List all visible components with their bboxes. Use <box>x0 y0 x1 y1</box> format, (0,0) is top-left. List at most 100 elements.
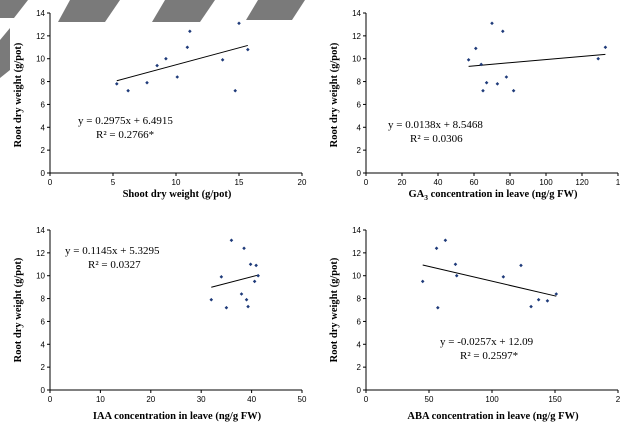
y-axis-label-text: Root dry weight (g/pot) <box>329 257 340 362</box>
data-point <box>529 304 533 309</box>
r-squared: R² = 0.0306 <box>410 133 463 145</box>
panel-shoot-dry-weight: Root dry weight (g/pot) 0 2 4 6 8 10 12 … <box>13 9 307 200</box>
y-tick-label: 14 <box>352 226 361 235</box>
data-point <box>256 273 260 278</box>
y-axis-label-text: Root dry weight (g/pot) <box>13 42 24 147</box>
data-point <box>248 262 253 267</box>
y-tick-label: 2 <box>41 363 46 372</box>
data-point <box>545 299 550 303</box>
y-tick-label: 0 <box>41 169 46 178</box>
y-tick-label: 4 <box>41 123 46 132</box>
data-point <box>519 263 523 268</box>
x-tick-label: 80 <box>506 178 515 187</box>
data-point <box>229 238 234 243</box>
x-tick-labels: 0 50 100 150 2 <box>364 395 621 404</box>
data-point <box>188 29 192 34</box>
y-tick-label: 2 <box>357 363 362 372</box>
y-tick-label: 0 <box>41 386 46 395</box>
data-point <box>233 88 238 93</box>
y-tick-label: 6 <box>41 100 46 109</box>
data-point <box>220 58 225 62</box>
y-tick-label: 4 <box>41 340 46 349</box>
data-point <box>501 29 505 34</box>
data-point <box>495 82 500 86</box>
data-point <box>481 88 485 93</box>
x-tick-label: 40 <box>434 178 443 187</box>
y-tick-labels: 0 2 4 6 8 10 12 14 <box>36 9 45 178</box>
data-point <box>603 45 608 50</box>
x-tick-label: 0 <box>364 178 369 187</box>
data-point <box>420 279 425 284</box>
panel-ga3-concentration: Root dry weight (g/pot) 0 2 4 6 8 10 12 … <box>329 9 621 202</box>
y-axis-label-text: Root dry weight (g/pot) <box>13 257 24 362</box>
data-point <box>242 246 246 251</box>
data-point <box>434 246 439 251</box>
data-point <box>596 56 600 61</box>
y-tick-label: 6 <box>41 317 46 326</box>
regression-equation: y = 0.0138x + 8.5468 <box>388 119 483 131</box>
x-tick-label: 50 <box>425 395 434 404</box>
data-point <box>175 75 180 79</box>
data-point <box>254 263 258 268</box>
y-tick-label: 6 <box>357 317 362 326</box>
y-tick-label: 10 <box>352 272 361 281</box>
data-point <box>219 275 224 279</box>
y-tick-label: 8 <box>357 295 362 304</box>
y-tick-labels: 0 2 4 6 8 10 12 14 <box>36 226 45 395</box>
x-tick-label: 100 <box>539 178 553 187</box>
x-axis-label: IAA concentration in leave (ng/g FW) <box>93 411 262 422</box>
y-axis-label: Root dry weight (g/pot) <box>329 257 340 362</box>
x-tick-labels: 0 20 40 60 80 100 120 1 <box>364 178 621 187</box>
data-point <box>504 75 509 79</box>
panel-aba-concentration: Root dry weight (g/pot) 0 2 4 6 8 10 12 … <box>329 226 621 422</box>
y-axis-label: Root dry weight (g/pot) <box>13 257 24 362</box>
y-tick-label: 2 <box>41 146 46 155</box>
r-squared: R² = 0.2766* <box>96 129 154 141</box>
x-axis-label: Shoot dry weight (g/pot) <box>123 189 232 200</box>
data-point <box>466 58 471 62</box>
data-point <box>474 46 478 51</box>
x-tick-label: 2 <box>616 395 621 404</box>
r-squared: R² = 0.0327 <box>88 259 141 271</box>
x-tick-label: 20 <box>298 178 307 187</box>
y-tick-label: 12 <box>36 249 45 258</box>
data-point <box>164 56 168 61</box>
x-tick-label: 100 <box>485 395 499 404</box>
data-point <box>185 45 190 50</box>
y-axis-label-text: Root dry weight (g/pot) <box>329 42 340 147</box>
data-point <box>490 21 494 26</box>
x-tick-labels: 0 5 10 15 20 <box>48 178 307 187</box>
x-tick-label: 50 <box>298 395 307 404</box>
data-point <box>252 279 257 284</box>
data-point <box>536 297 541 302</box>
trend-line <box>211 274 259 288</box>
data-point <box>246 47 250 52</box>
x-tick-label: 1 <box>616 178 621 187</box>
y-tick-label: 10 <box>36 272 45 281</box>
y-tick-labels: 0 2 4 6 8 10 12 14 <box>352 226 361 395</box>
x-tick-label: 0 <box>48 178 53 187</box>
y-tick-label: 8 <box>357 78 362 87</box>
y-tick-label: 0 <box>357 386 362 395</box>
data-point <box>479 62 483 67</box>
x-tick-label: 120 <box>575 178 589 187</box>
trend-line <box>468 53 606 67</box>
y-tick-label: 14 <box>36 9 45 18</box>
r-squared: R² = 0.2597* <box>460 350 518 362</box>
y-tick-label: 10 <box>36 55 45 64</box>
data-point <box>224 305 229 310</box>
data-point <box>484 80 489 85</box>
data-point <box>209 297 214 302</box>
x-tick-label: 10 <box>172 178 181 187</box>
y-tick-label: 8 <box>41 295 46 304</box>
data-point <box>554 292 559 296</box>
data-point <box>501 275 506 279</box>
data-point <box>155 63 159 68</box>
trend-line <box>422 264 557 297</box>
y-axis-label: Root dry weight (g/pot) <box>13 42 24 147</box>
y-tick-label: 8 <box>41 78 46 87</box>
x-tick-label: 5 <box>111 178 116 187</box>
trend-line <box>116 44 248 82</box>
x-tick-label: 60 <box>470 178 479 187</box>
